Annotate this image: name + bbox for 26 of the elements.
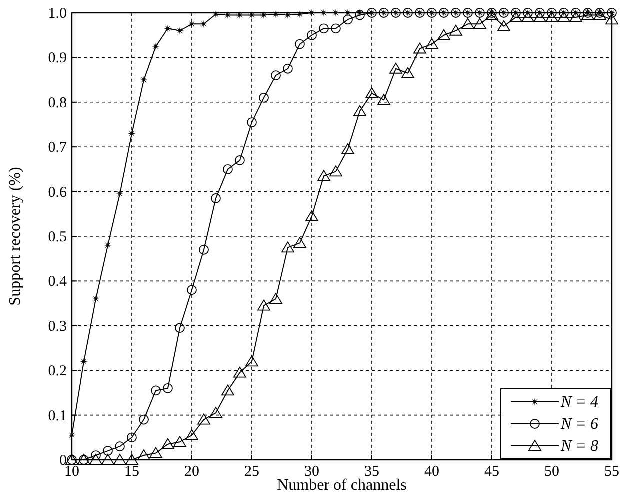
legend-label: N = 8 — [560, 438, 598, 455]
x-tick-label: 45 — [484, 464, 500, 480]
y-axis-title: Support recovery (%) — [7, 167, 24, 306]
x-tick-label: 35 — [364, 464, 380, 480]
x-tick-label: 50 — [544, 464, 560, 480]
y-tick-label: 0.8 — [48, 95, 67, 112]
x-tick-label: 40 — [424, 464, 440, 480]
x-tick-label: 55 — [604, 464, 620, 480]
x-tick-label: 20 — [184, 464, 200, 480]
y-tick-label: 0.1 — [48, 408, 67, 424]
legend-label: N = 4 — [560, 394, 598, 411]
y-tick-label: 0 — [60, 453, 67, 469]
x-tick-label: 15 — [124, 464, 140, 480]
y-tick-label: 0.6 — [48, 184, 68, 201]
y-tick-label: 0.2 — [48, 364, 67, 380]
y-tick-label: 1.0 — [48, 6, 67, 22]
x-tick-label: 25 — [244, 464, 260, 480]
legend-label: N = 6 — [560, 416, 598, 433]
y-tick-label: 0.4 — [48, 274, 68, 290]
y-tick-label: 0.9 — [48, 50, 67, 67]
y-tick-label: 0.5 — [48, 230, 67, 246]
x-tick-label: 10 — [64, 464, 80, 480]
y-tick-label: 0.3 — [48, 318, 67, 335]
x-axis-title: Number of channels — [277, 477, 407, 494]
x-tick-label: 30 — [304, 464, 320, 480]
y-tick-label: 0.7 — [48, 140, 68, 156]
